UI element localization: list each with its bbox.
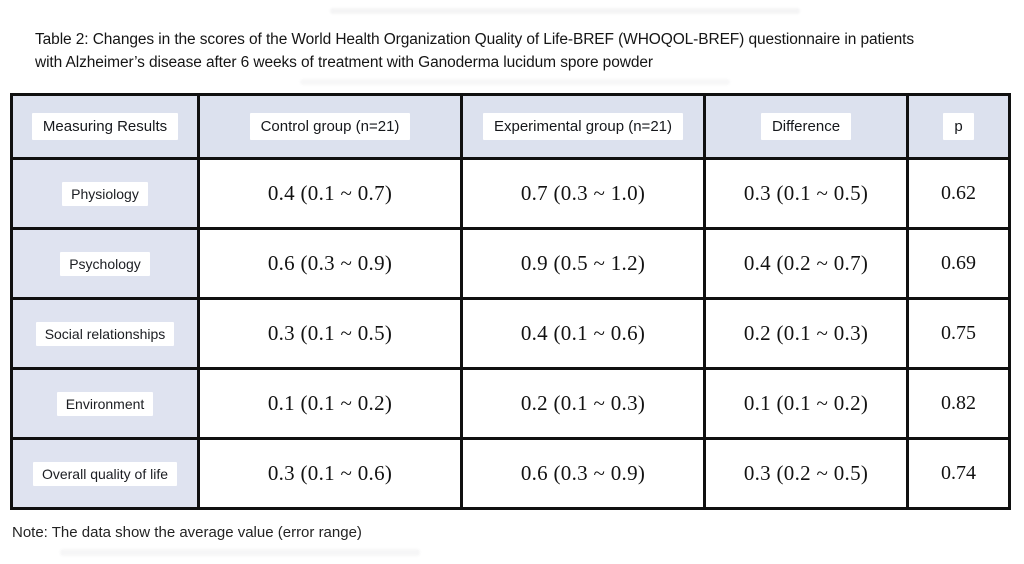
column-header-p: p: [906, 93, 1011, 160]
artifact-smudge-top: [330, 8, 800, 14]
difference-cell: 0.4 (0.2 ~ 0.7): [703, 227, 909, 300]
experimental-group-cell: 0.7 (0.3 ~ 1.0): [460, 157, 706, 230]
row-label-cell: Environment: [10, 367, 200, 440]
control-group-cell: 0.1 (0.1 ~ 0.2): [197, 367, 463, 440]
artifact-smudge-middle: [300, 79, 730, 85]
header-label: Difference: [760, 113, 852, 140]
column-header-experimental-group: Experimental group (n=21): [460, 93, 706, 160]
row-label-cell: Overall quality of life: [10, 437, 200, 510]
experimental-group-cell: 0.6 (0.3 ~ 0.9): [460, 437, 706, 510]
p-value-cell: 0.69: [906, 227, 1011, 300]
row-label: Social relationships: [35, 321, 175, 346]
difference-cell: 0.3 (0.2 ~ 0.5): [703, 437, 909, 510]
control-group-cell: 0.3 (0.1 ~ 0.6): [197, 437, 463, 510]
p-value-cell: 0.82: [906, 367, 1011, 440]
table-note: Note: The data show the average value (e…: [12, 524, 362, 541]
difference-cell: 0.2 (0.1 ~ 0.3): [703, 297, 909, 370]
column-header-measuring-results: Measuring Results: [10, 93, 200, 160]
whoqol-results-table: Measuring Results Control group (n=21) E…: [10, 93, 1011, 510]
column-header-control-group: Control group (n=21): [197, 93, 463, 160]
experimental-group-cell: 0.9 (0.5 ~ 1.2): [460, 227, 706, 300]
control-group-cell: 0.3 (0.1 ~ 0.5): [197, 297, 463, 370]
row-label: Psychology: [60, 251, 150, 276]
row-label-cell: Physiology: [10, 157, 200, 230]
column-header-difference: Difference: [703, 93, 909, 160]
row-label-cell: Psychology: [10, 227, 200, 300]
p-value-cell: 0.75: [906, 297, 1011, 370]
table-row-social-relationships: Social relationships 0.3 (0.1 ~ 0.5) 0.4…: [10, 297, 1011, 370]
header-label: Measuring Results: [31, 113, 179, 140]
header-row: Measuring Results Control group (n=21) E…: [10, 93, 1011, 160]
table-caption: Table 2: Changes in the scores of the Wo…: [35, 28, 985, 74]
experimental-group-cell: 0.2 (0.1 ~ 0.3): [460, 367, 706, 440]
table-caption-line-2: with Alzheimer’s disease after 6 weeks o…: [35, 54, 653, 71]
row-label: Environment: [56, 391, 154, 416]
control-group-cell: 0.4 (0.1 ~ 0.7): [197, 157, 463, 230]
difference-cell: 0.3 (0.1 ~ 0.5): [703, 157, 909, 230]
header-label: Control group (n=21): [249, 113, 411, 140]
difference-cell: 0.1 (0.1 ~ 0.2): [703, 367, 909, 440]
control-group-cell: 0.6 (0.3 ~ 0.9): [197, 227, 463, 300]
header-label: p: [943, 113, 974, 140]
header-label: Experimental group (n=21): [482, 113, 683, 140]
table-row-psychology: Psychology 0.6 (0.3 ~ 0.9) 0.9 (0.5 ~ 1.…: [10, 227, 1011, 300]
table-caption-line-1: Table 2: Changes in the scores of the Wo…: [35, 31, 914, 48]
table-row-overall-quality-of-life: Overall quality of life 0.3 (0.1 ~ 0.6) …: [10, 437, 1011, 510]
experimental-group-cell: 0.4 (0.1 ~ 0.6): [460, 297, 706, 370]
artifact-smudge-bottom: [60, 549, 420, 556]
p-value-cell: 0.74: [906, 437, 1011, 510]
table-row-environment: Environment 0.1 (0.1 ~ 0.2) 0.2 (0.1 ~ 0…: [10, 367, 1011, 440]
row-label-cell: Social relationships: [10, 297, 200, 370]
p-value-cell: 0.62: [906, 157, 1011, 230]
row-label: Overall quality of life: [32, 461, 178, 486]
table-row-physiology: Physiology 0.4 (0.1 ~ 0.7) 0.7 (0.3 ~ 1.…: [10, 157, 1011, 230]
row-label: Physiology: [62, 181, 148, 206]
